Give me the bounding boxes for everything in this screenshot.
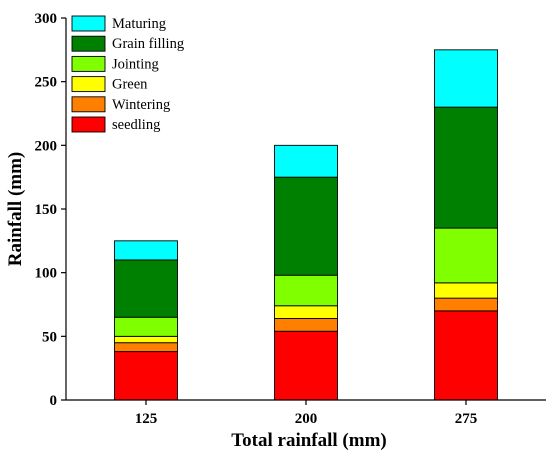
bar-segment-seedling-275	[434, 310, 498, 401]
legend-swatch-seedling	[71, 116, 106, 133]
legend-label: Green	[112, 77, 148, 93]
bar-segment-grain-filling-200	[274, 176, 338, 276]
legend-swatch-grain-filling	[71, 35, 106, 52]
bar-segment-wintering-200	[274, 318, 338, 332]
x-tick-label: 200	[295, 411, 318, 427]
bar-segment-wintering-275	[434, 297, 498, 312]
y-ticks: 0 50 100 150 200 250 300	[35, 11, 66, 409]
legend-label: Wintering	[112, 97, 170, 113]
legend-label: seedling	[112, 117, 160, 133]
x-axis-title: Total rainfall (mm)	[231, 430, 387, 451]
y-tick-label: 0	[50, 393, 58, 409]
bar-segment-maturing-125	[114, 240, 178, 261]
bar-segment-green-200	[274, 305, 338, 319]
bar-segment-maturing-275	[434, 49, 498, 108]
y-tick-label: 150	[35, 202, 58, 218]
legend-swatch-green	[71, 76, 106, 93]
y-tick-label: 50	[42, 329, 57, 345]
legend: Maturing Grain filling Jointing Green Winter…	[71, 15, 184, 133]
legend-label: Jointing	[112, 56, 159, 72]
x-tick-label: 275	[455, 411, 478, 427]
legend-label: Maturing	[112, 16, 166, 32]
bar-segment-jointing-275	[434, 227, 498, 284]
bar-segment-wintering-125	[114, 342, 178, 353]
bar-segment-grain-filling-275	[434, 106, 498, 229]
bar-segment-grain-filling-125	[114, 259, 178, 318]
y-tick-label: 100	[35, 266, 58, 282]
legend-swatch-maturing	[71, 15, 106, 32]
bar-segment-green-275	[434, 282, 498, 299]
bar-segment-jointing-125	[114, 316, 178, 337]
x-ticks: 125 200 275	[135, 400, 478, 427]
y-tick-label: 250	[35, 75, 58, 91]
y-tick-label: 300	[35, 11, 58, 27]
x-tick-label: 125	[135, 411, 158, 427]
bar-segment-green-125	[114, 335, 178, 344]
bars-layer	[114, 49, 498, 401]
y-axis-title: Rainfall (mm)	[5, 152, 26, 267]
legend-swatch-wintering	[71, 96, 106, 113]
bar-segment-seedling-200	[274, 330, 338, 401]
bar-segment-seedling-125	[114, 351, 178, 401]
legend-swatch-jointing	[71, 55, 106, 72]
y-tick-label: 200	[35, 138, 58, 154]
bar-segment-maturing-200	[274, 144, 338, 178]
legend-label: Grain filling	[112, 36, 184, 52]
bar-segment-jointing-200	[274, 274, 338, 307]
